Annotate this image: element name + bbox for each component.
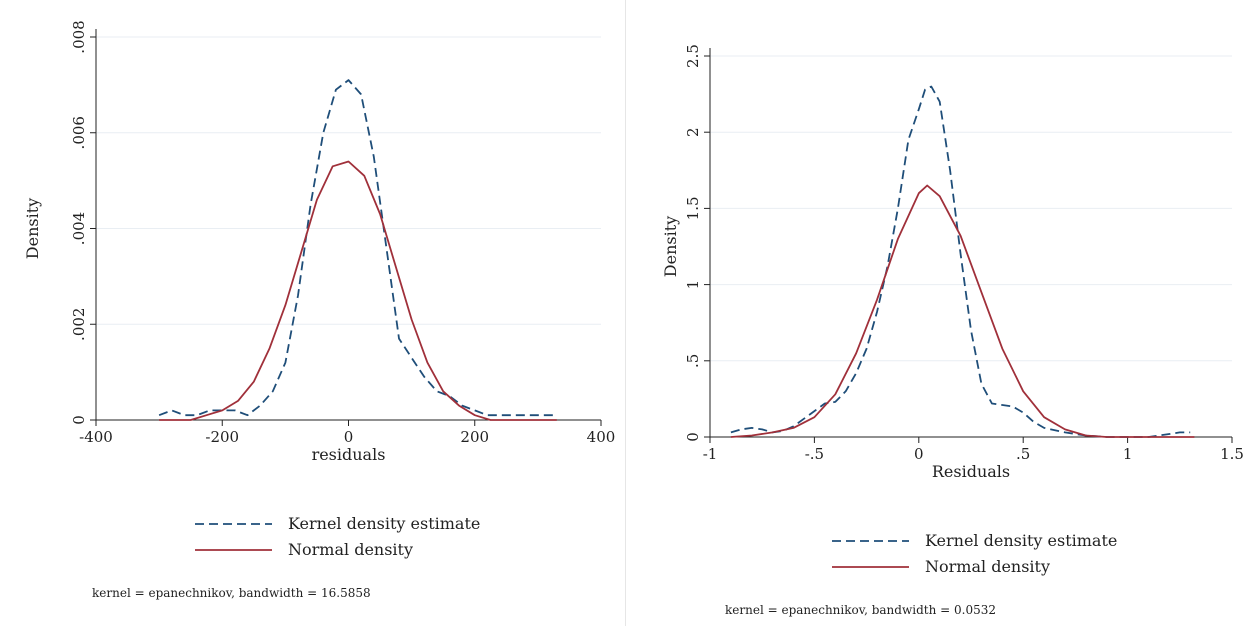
x-tick-label: 0 [914, 445, 924, 463]
kernel-density-line [158, 79, 557, 417]
y-axis-title: Density [23, 198, 42, 259]
x-tick-label: 0 [344, 428, 354, 446]
y-tick-label: 2 [684, 127, 702, 137]
x-tick-label: -400 [79, 428, 113, 446]
x-tick-label: 1.5 [1220, 445, 1244, 463]
y-tick-label: .006 [70, 116, 88, 149]
x-tick-label: -1 [703, 445, 718, 463]
x-axis-title: residuals [312, 445, 386, 464]
x-tick-label: 400 [587, 428, 616, 446]
chart-residuals-right: -1 -.5 0 .5 1 1.5 0 .5 1 1.5 2 2.5 Residuals Density K… [661, 44, 1244, 617]
chart-residuals-left: -400 -200 0 200 400 0 .002 .004 .006 .008 residual… [23, 20, 616, 600]
x-axis-title: Residuals [932, 462, 1010, 481]
kernel-density-line [730, 85, 1191, 438]
y-tick-label: .002 [70, 308, 88, 341]
legend-label: Normal density [925, 557, 1050, 576]
y-tick-label: .008 [70, 20, 88, 53]
normal-density-line [159, 160, 557, 421]
y-tick-label: 1.5 [684, 196, 702, 220]
x-tick-label: -.5 [805, 445, 824, 463]
legend-label: Kernel density estimate [288, 514, 480, 533]
panel-divider [625, 0, 626, 626]
x-tick-label: 1 [1123, 445, 1133, 463]
y-tick-label: 0 [70, 415, 88, 425]
x-tick-label: -200 [205, 428, 239, 446]
x-tick-label: .5 [1016, 445, 1030, 463]
kernel-note: kernel = epanechnikov, bandwidth = 0.053… [725, 603, 996, 617]
y-tick-label: .004 [70, 212, 88, 245]
y-tick-label: 1 [684, 280, 702, 290]
normal-density-line [730, 184, 1195, 438]
y-tick-label: 2.5 [684, 44, 702, 68]
y-tick-label: .5 [684, 354, 702, 368]
kernel-note: kernel = epanechnikov, bandwidth = 16.58… [92, 586, 371, 600]
y-axis-title: Density [661, 216, 680, 277]
y-tick-label: 0 [684, 432, 702, 442]
legend-label: Normal density [288, 540, 413, 559]
legend-label: Kernel density estimate [925, 531, 1117, 550]
x-tick-label: 200 [460, 428, 489, 446]
